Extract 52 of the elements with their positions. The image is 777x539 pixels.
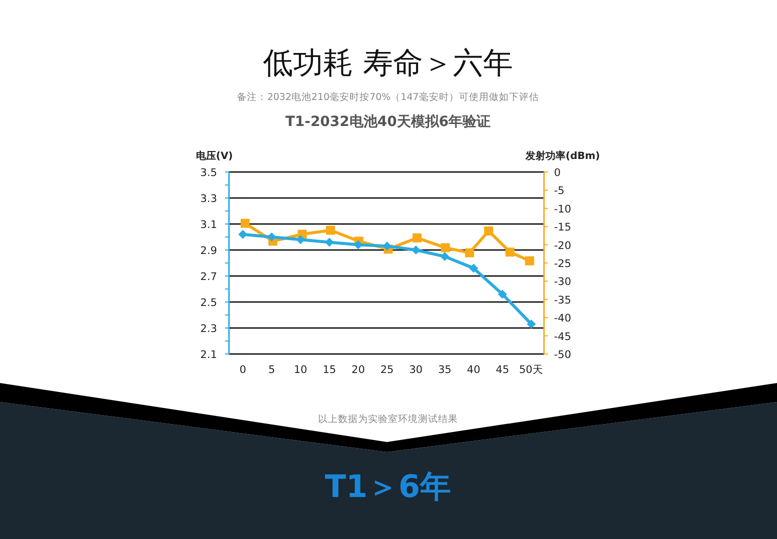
text: T1＞6年 [324,469,452,505]
y2-tick-label: -5 [554,185,564,198]
point [324,238,334,247]
point [240,218,250,228]
point [526,320,536,329]
y2-tick-label: -30 [554,276,572,288]
x-tick-label: 40 [466,364,480,376]
y-tick-label: 2.7 [200,271,217,283]
x-tick-label: 35 [438,364,452,376]
y-tick-label: 2.1 [200,349,217,361]
y2-tick-label: -40 [554,312,572,325]
point [465,248,474,258]
point [498,290,507,299]
text: T1-2032电池40天模拟6年验证 [285,113,491,130]
y-tick-label: 3.1 [200,219,217,231]
y2-tick-label: -15 [554,222,572,234]
point [469,264,478,273]
text: 以上数据为实验室环境测试结果 [318,413,458,425]
x-tick-label: 30 [409,364,423,376]
point [525,256,534,266]
chart-subtitle: 备注：2032电池210毫安时按70%（147毫安时）可使用做如下评估 [237,91,539,103]
y2-tick-label: -10 [554,203,572,216]
point [440,243,450,252]
y-tick-label: 3.3 [200,193,217,205]
y-axis-title: 电压(V) [196,150,233,162]
y-tick-label: 2.5 [200,297,217,309]
point [440,252,450,261]
x-tick-label: 25 [380,364,394,376]
y-tick-label: 2.9 [200,245,217,257]
point [484,226,494,236]
point [267,232,276,242]
y2-tick-label: -45 [554,330,572,343]
y2-tick-label: 0 [554,167,561,179]
point [412,233,422,242]
y2-tick-label: -20 [554,240,572,252]
y2-tick-label: -50 [554,349,572,361]
chart-title: 低功耗 寿命＞六年 [263,46,513,81]
x-tick-label: 10 [294,364,308,376]
x-tick-label: 20 [352,364,365,376]
point [505,248,514,257]
x-tick-label: 45 [496,364,510,376]
point [238,230,248,239]
y-tick-label: 3.5 [200,167,217,179]
point [326,226,336,235]
y2-axis-title: 发射功率(dBm) [524,150,600,162]
y2-tick-label: -35 [554,294,572,306]
y2-tick-label: -25 [554,258,572,270]
x-tick-label: 15 [322,364,336,376]
x-tick-label: 50天 [519,364,544,376]
x-tick-label: 0 [240,364,246,376]
x-tick-label: 5 [268,364,276,376]
y-tick-label: 2.3 [200,323,217,335]
